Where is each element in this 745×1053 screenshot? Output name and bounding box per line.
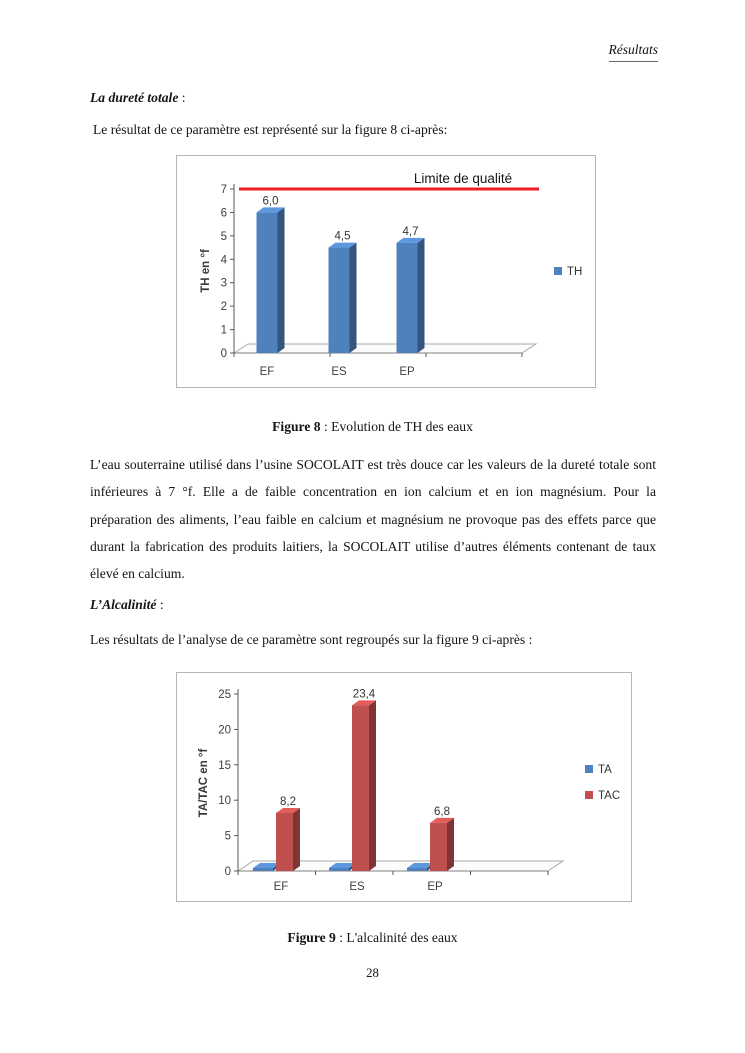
bar-TA-EF (253, 868, 273, 871)
ta-tac-chart-svg: 0 5 10 15 20 25 8,2 EF 23,4 ES 6,8 EP TA TAC TA/TAC en… (198, 688, 620, 893)
y-tick-label: 3 (221, 278, 227, 290)
figure-8-chart: 0 1 2 3 4 5 6 7 6,0 EF 4,5 ES 4,7 EP Limite de qualité… (176, 155, 596, 388)
bar-top-TH-ES (328, 242, 357, 248)
category-label: EF (274, 881, 289, 893)
bar-TH-EP (396, 242, 418, 353)
bar-top-TAC-EF (276, 807, 300, 813)
y-tick-label: 6 (221, 207, 227, 219)
bar-value-label: 8,2 (280, 796, 296, 808)
bar-TA-EP (407, 868, 427, 871)
legend-swatch-TAC (585, 791, 593, 799)
figure-9-chart: 0 5 10 15 20 25 8,2 EF 23,4 ES 6,8 EP TA TAC TA/TAC en… (176, 672, 632, 902)
figure-9-caption: Figure 9 : L'alcalinité des eaux (0, 930, 745, 946)
category-label: EF (260, 366, 275, 378)
y-tick-label: 5 (225, 831, 231, 843)
category-label: ES (349, 881, 365, 893)
category-label: ES (331, 366, 347, 378)
bar-TAC-EP (430, 822, 447, 871)
figure-8-caption-text: : Evolution de TH des eaux (320, 419, 473, 434)
bar-value-label: 4,5 (335, 231, 351, 243)
bar-TAC-ES (352, 705, 369, 871)
bar-side-TAC-EP (447, 817, 454, 871)
y-axis-title: TA/TAC en °f (198, 748, 210, 817)
legend-label-TA: TA (598, 764, 612, 776)
bar-top-TA-ES (329, 863, 356, 868)
category-label: EP (427, 881, 443, 893)
intro-paragraph-figure8: Le résultat de ce paramètre est représen… (93, 122, 448, 137)
th-chart-svg: 0 1 2 3 4 5 6 7 6,0 EF 4,5 ES 4,7 EP Limite de qualité… (200, 171, 582, 378)
figure-8-caption: Figure 8 : Evolution de TH des eaux (0, 419, 745, 435)
bar-top-TH-EF (256, 207, 285, 213)
bar-TH-ES (328, 247, 350, 353)
bar-TA-ES (329, 868, 349, 871)
y-tick-label: 20 (218, 724, 231, 736)
section-heading-suffix: : (178, 90, 186, 105)
section-heading-text: L’Alcalinité (90, 597, 157, 612)
y-tick-label: 15 (218, 760, 231, 772)
y-tick-label: 0 (225, 866, 231, 878)
y-axis-title: TH en °f (200, 249, 212, 293)
bar-top-TA-EF (253, 863, 280, 868)
bar-value-label: 23,4 (353, 688, 376, 700)
bar-value-label: 6,0 (263, 195, 279, 207)
bar-side-TAC-ES (369, 700, 376, 871)
y-tick-label: 1 (221, 325, 227, 337)
intro-paragraph-figure9: Les résultats de l’analyse de ce paramèt… (90, 632, 533, 647)
bar-TH-EF (256, 212, 278, 353)
category-label: EP (399, 366, 415, 378)
section-heading-suffix: : (156, 597, 164, 612)
bar-value-label: 4,7 (403, 226, 419, 238)
y-tick-label: 2 (221, 301, 227, 313)
y-tick-label: 25 (218, 689, 231, 701)
section-heading-durete: La dureté totale : (90, 90, 186, 106)
legend-label-TH: TH (567, 266, 582, 278)
header-title: Résultats (608, 42, 658, 62)
section-heading-text: La dureté totale (90, 90, 179, 105)
bar-top-TH-EP (396, 237, 425, 243)
y-tick-label: 10 (218, 795, 231, 807)
bar-side-TAC-EF (293, 807, 300, 871)
bar-top-TAC-ES (352, 700, 376, 706)
figure-9-caption-label: Figure 9 (287, 930, 336, 945)
page-number: 28 (366, 966, 379, 980)
bar-side-TH-ES (349, 242, 357, 353)
legend-swatch-TH (554, 267, 562, 275)
bar-top-TA-EP (407, 863, 434, 868)
legend-swatch-TA (585, 765, 593, 773)
y-tick-label: 4 (221, 254, 228, 266)
bar-TAC-EF (276, 812, 293, 871)
bar-top-TAC-EP (430, 817, 454, 823)
page-header: Résultats (608, 42, 658, 62)
section-heading-alcalinite: L’Alcalinité : (90, 597, 164, 613)
bar-side-TH-EP (417, 237, 425, 353)
body-paragraph: L’eau souterraine utilisé dans l’usine S… (90, 457, 656, 582)
limit-line-label: Limite de qualité (414, 171, 512, 186)
y-tick-label: 0 (221, 348, 227, 360)
bar-side-TH-EF (277, 207, 285, 353)
bar-value-label: 6,8 (434, 806, 450, 818)
y-tick-label: 7 (221, 184, 227, 196)
y-tick-label: 5 (221, 231, 227, 243)
figure-9-caption-text: : L'alcalinité des eaux (335, 930, 458, 945)
figure-8-caption-label: Figure 8 (272, 419, 321, 434)
legend-label-TAC: TAC (598, 790, 620, 802)
